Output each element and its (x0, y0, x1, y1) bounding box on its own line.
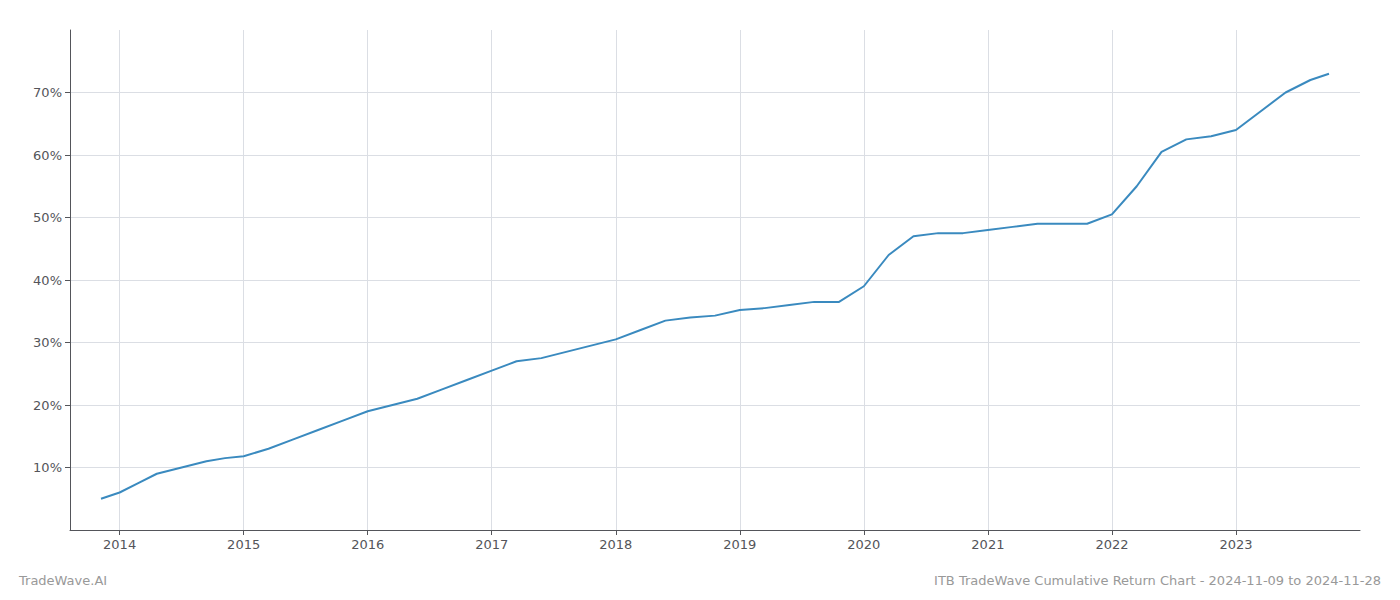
svg-text:2018: 2018 (599, 537, 632, 552)
svg-text:2015: 2015 (227, 537, 260, 552)
svg-text:30%: 30% (33, 335, 62, 350)
svg-text:10%: 10% (33, 460, 62, 475)
svg-text:2020: 2020 (847, 537, 880, 552)
svg-text:2016: 2016 (351, 537, 384, 552)
svg-text:ITB TradeWave Cumulative Retur: ITB TradeWave Cumulative Return Chart - … (934, 573, 1381, 588)
svg-text:60%: 60% (33, 148, 62, 163)
svg-text:TradeWave.AI: TradeWave.AI (18, 573, 107, 588)
svg-text:40%: 40% (33, 273, 62, 288)
svg-text:2021: 2021 (971, 537, 1004, 552)
svg-text:70%: 70% (33, 85, 62, 100)
svg-text:20%: 20% (33, 398, 62, 413)
svg-text:2017: 2017 (475, 537, 508, 552)
svg-text:2019: 2019 (723, 537, 756, 552)
svg-text:2014: 2014 (103, 537, 136, 552)
svg-text:2023: 2023 (1219, 537, 1252, 552)
svg-text:50%: 50% (33, 210, 62, 225)
svg-text:2022: 2022 (1095, 537, 1128, 552)
